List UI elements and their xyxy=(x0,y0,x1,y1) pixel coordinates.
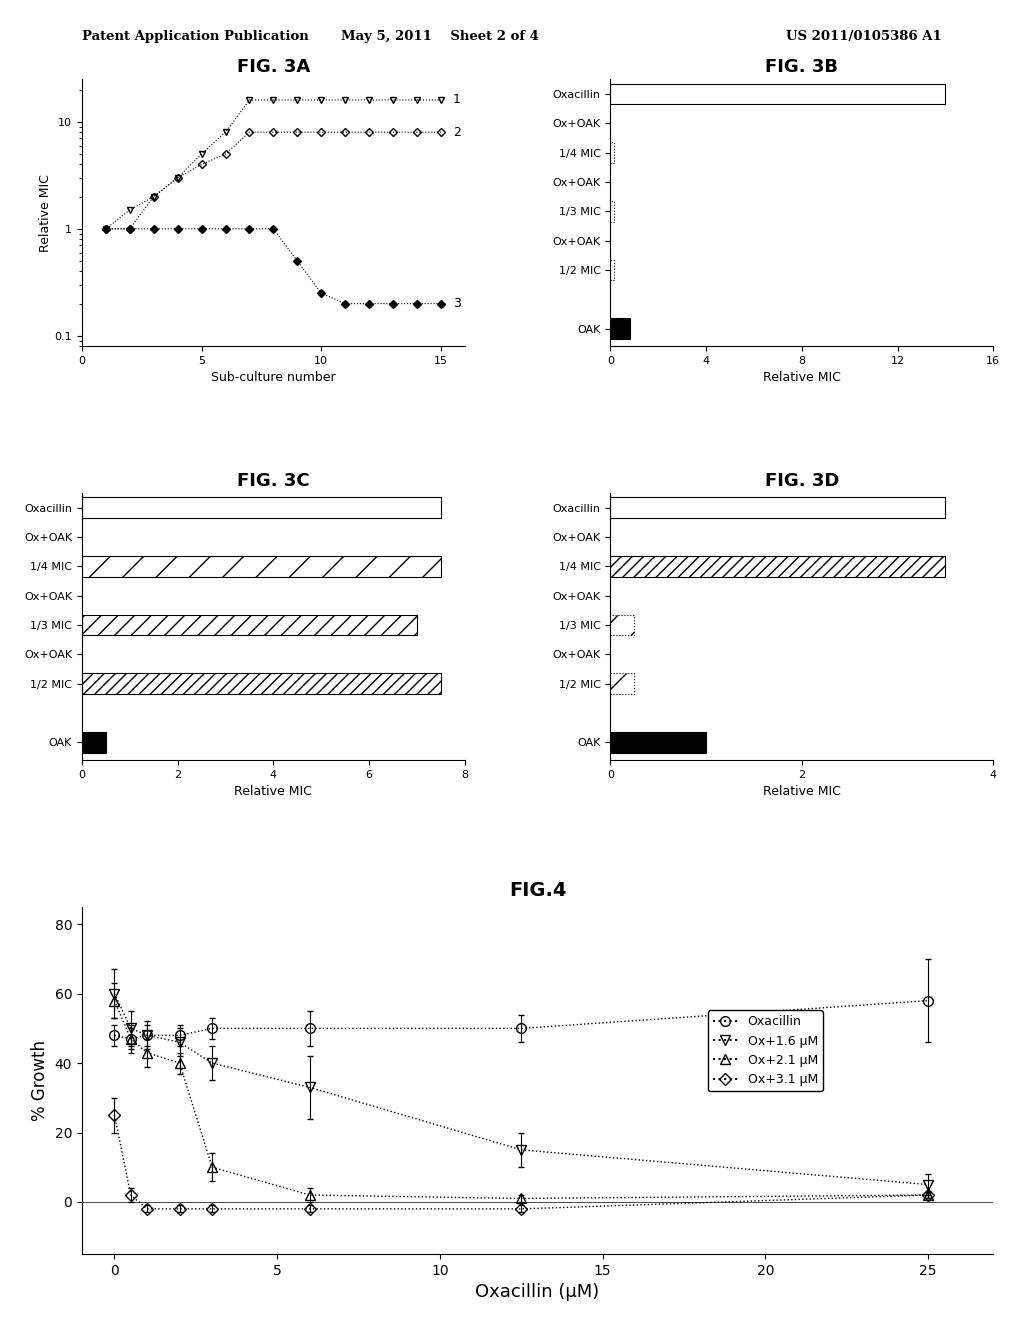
Bar xyxy=(610,733,707,752)
X-axis label: Relative MIC: Relative MIC xyxy=(763,785,841,799)
Text: 1: 1 xyxy=(453,94,461,107)
Bar xyxy=(610,260,614,280)
Y-axis label: % Growth: % Growth xyxy=(31,1040,49,1121)
Bar xyxy=(610,83,945,104)
Text: Patent Application Publication: Patent Application Publication xyxy=(82,30,308,44)
Bar xyxy=(82,498,441,517)
Bar xyxy=(610,673,634,694)
Title: FIG. 3A: FIG. 3A xyxy=(237,58,310,77)
Text: 2: 2 xyxy=(453,125,461,139)
Bar xyxy=(610,201,614,222)
Bar xyxy=(610,318,630,339)
Bar xyxy=(82,673,441,694)
Title: FIG. 3C: FIG. 3C xyxy=(238,473,309,490)
Bar xyxy=(610,498,945,517)
Y-axis label: Relative MIC: Relative MIC xyxy=(39,174,52,252)
Legend: Oxacillin, Ox+1.6 μM, Ox+2.1 μM, Ox+3.1 μM: Oxacillin, Ox+1.6 μM, Ox+2.1 μM, Ox+3.1 … xyxy=(708,1010,823,1092)
X-axis label: Oxacillin (μM): Oxacillin (μM) xyxy=(475,1283,600,1302)
Bar xyxy=(610,556,945,577)
Bar xyxy=(82,733,105,752)
Text: 3: 3 xyxy=(453,297,461,310)
Text: May 5, 2011    Sheet 2 of 4: May 5, 2011 Sheet 2 of 4 xyxy=(341,30,540,44)
Title: FIG.4: FIG.4 xyxy=(509,880,566,900)
Bar xyxy=(82,556,441,577)
Bar xyxy=(610,143,614,162)
X-axis label: Relative MIC: Relative MIC xyxy=(763,371,841,384)
X-axis label: Relative MIC: Relative MIC xyxy=(234,785,312,799)
Text: US 2011/0105386 A1: US 2011/0105386 A1 xyxy=(786,30,942,44)
Bar xyxy=(82,615,417,635)
X-axis label: Sub-culture number: Sub-culture number xyxy=(211,371,336,384)
Title: FIG. 3D: FIG. 3D xyxy=(765,473,839,490)
Bar xyxy=(610,615,634,635)
Title: FIG. 3B: FIG. 3B xyxy=(765,58,839,77)
